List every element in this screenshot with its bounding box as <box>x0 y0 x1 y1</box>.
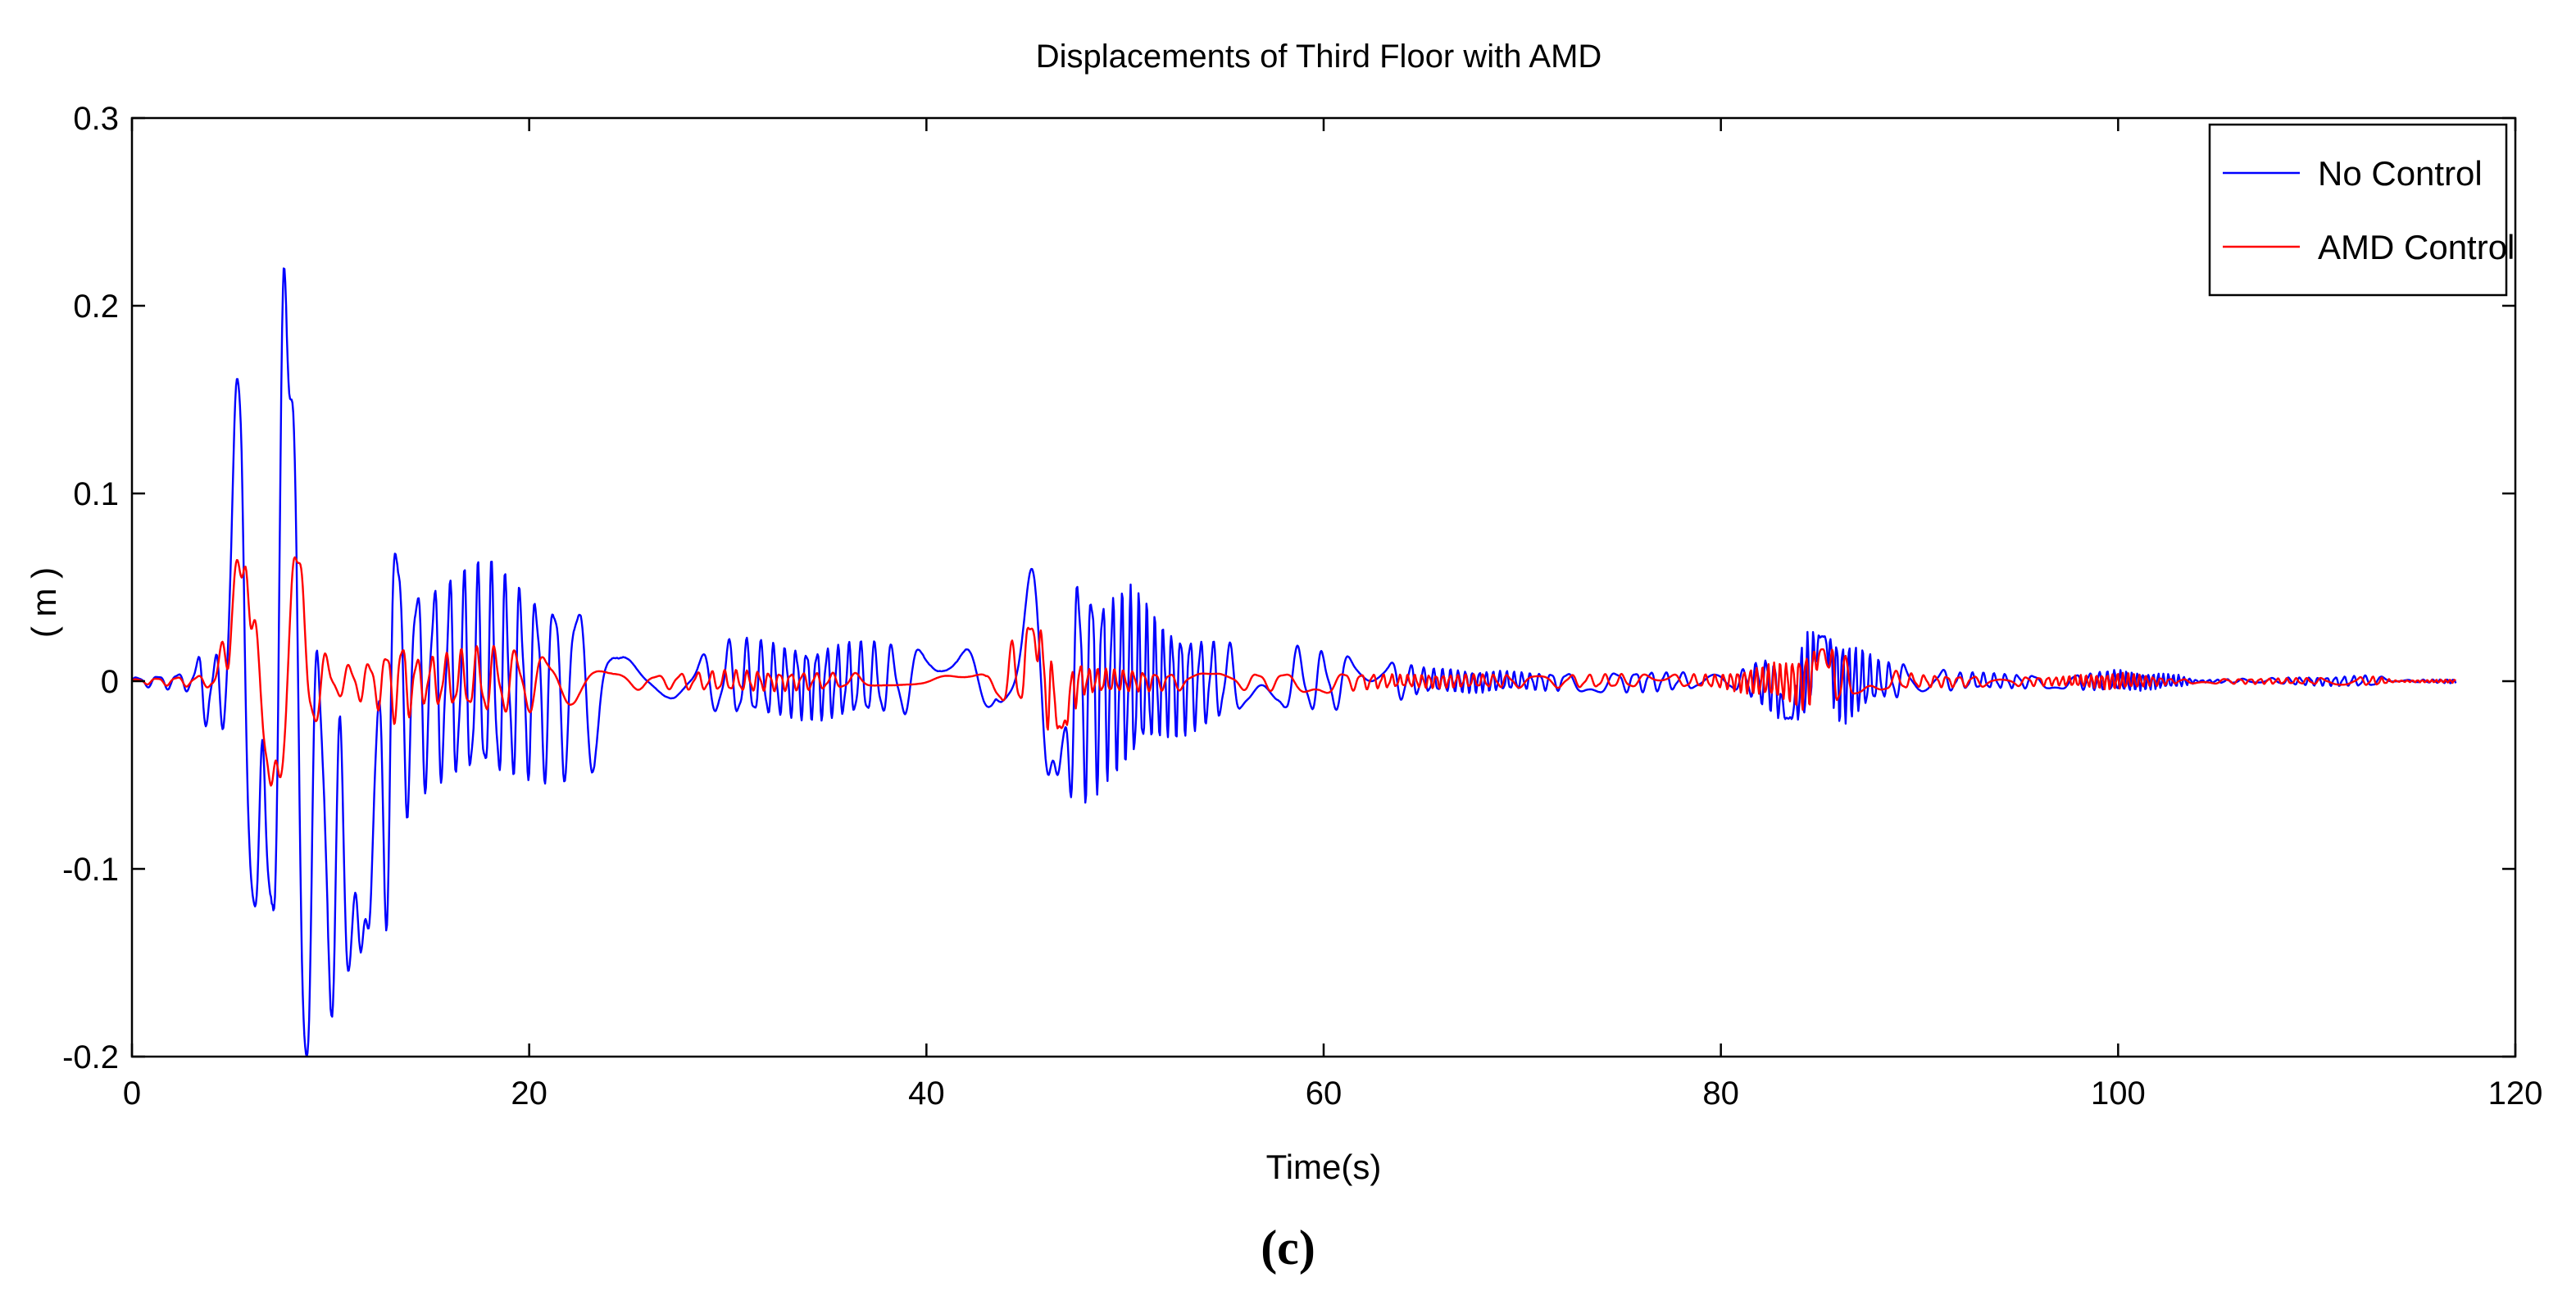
x-tick-label: 60 <box>1306 1075 1343 1112</box>
plot-area <box>130 116 2517 1058</box>
y-axis: -0.2 -0.1 0 0.1 0.2 0.3 <box>62 101 2515 1075</box>
legend-box <box>2208 123 2508 297</box>
x-tick-label: 40 <box>908 1075 945 1112</box>
plot-background <box>132 118 2515 1057</box>
y-tick-label: 0.2 <box>73 289 119 325</box>
series-line-no-control <box>132 267 2457 1057</box>
y-tick-label: 0.3 <box>73 101 119 137</box>
legend-label-amd-control: AMD Control <box>2318 228 2515 266</box>
x-tick-label: 20 <box>511 1075 547 1112</box>
legend-label-no-control: No Control <box>2318 154 2483 193</box>
chart-title: Displacements of Third Floor with AMD <box>1036 39 1602 75</box>
figure-caption: (c) <box>1261 1221 1315 1275</box>
x-axis: 0 20 40 60 80 100 120 <box>123 118 2543 1112</box>
y-tick-label: -0.2 <box>62 1039 119 1075</box>
y-tick-label: 0 <box>101 664 119 700</box>
y-tick-label: -0.1 <box>62 852 119 888</box>
series-line-amd-control <box>132 556 2456 787</box>
y-tick-label: 0.1 <box>73 476 119 512</box>
x-tick-label: 0 <box>123 1075 141 1112</box>
x-axis-label: Time(s) <box>1266 1148 1382 1186</box>
x-tick-label: 80 <box>1702 1075 1739 1112</box>
x-tick-label: 120 <box>2488 1075 2543 1112</box>
y-axis-label: ( m ) <box>25 567 63 638</box>
x-tick-label: 100 <box>2091 1075 2146 1112</box>
legend[interactable]: No Control AMD Control <box>2208 123 2515 297</box>
